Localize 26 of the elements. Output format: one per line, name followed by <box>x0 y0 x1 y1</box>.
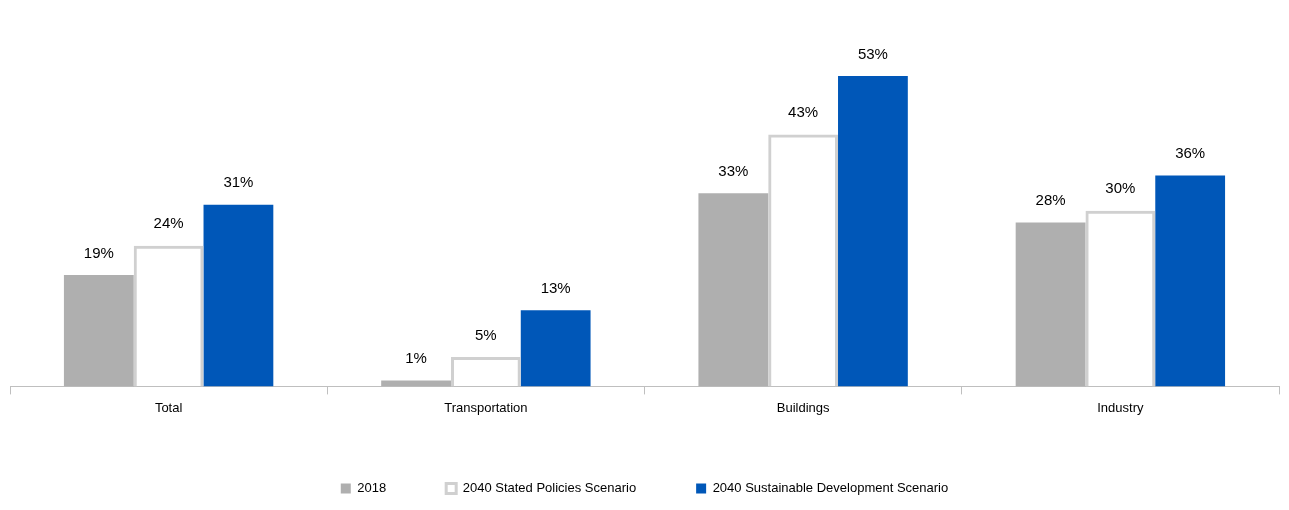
legend-label: 2040 Sustainable Development Scenario <box>712 480 949 496</box>
legend-label: 2018 <box>357 480 387 496</box>
data-label: 5% <box>475 325 497 343</box>
bar <box>1155 175 1226 387</box>
data-label: 53% <box>857 44 888 62</box>
bar <box>1015 222 1086 387</box>
data-label: 1% <box>405 349 427 367</box>
data-label: 43% <box>788 103 819 121</box>
x-tick-label: Transportation <box>444 399 528 415</box>
data-label: 36% <box>1175 144 1206 162</box>
x-tick-label: Buildings <box>776 399 830 415</box>
data-label: 30% <box>1105 179 1136 197</box>
x-tick-label: Total <box>154 399 183 415</box>
data-label: 24% <box>153 214 184 232</box>
bar <box>698 193 769 387</box>
bar <box>63 275 134 387</box>
bar <box>203 204 274 387</box>
data-label: 28% <box>1035 191 1066 209</box>
data-label: 19% <box>83 243 114 261</box>
legend-label: 2040 Stated Policies Scenario <box>462 480 637 496</box>
bar <box>838 76 908 387</box>
data-label: 33% <box>718 161 749 179</box>
bar <box>520 310 591 387</box>
data-label: 13% <box>540 278 571 296</box>
x-tick-label: Industry <box>1097 399 1144 415</box>
data-label: 31% <box>223 173 254 191</box>
